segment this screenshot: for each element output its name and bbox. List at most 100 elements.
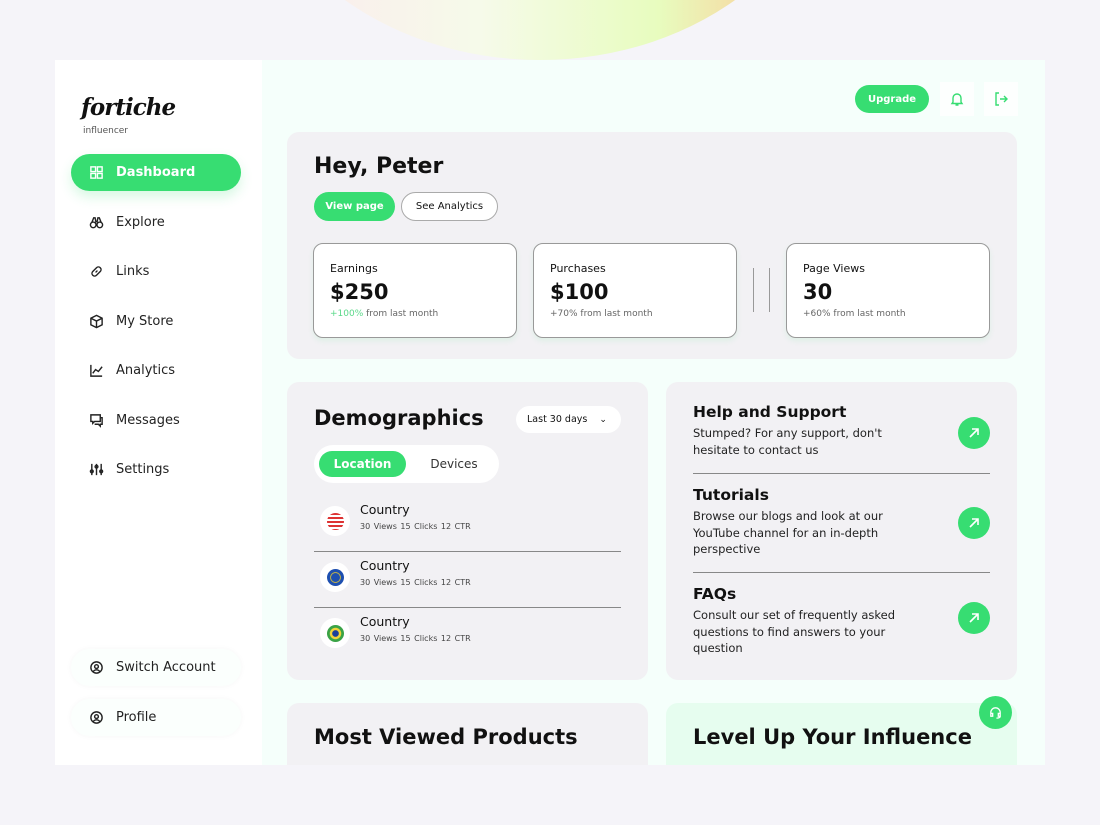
sidebar-item-dashboard[interactable]: Dashboard (71, 154, 241, 191)
faqs-item: FAQs Consult our set of frequently asked … (693, 585, 990, 657)
sidebar-item-label: Analytics (116, 363, 176, 378)
logo-tagline: influencer (83, 126, 129, 136)
date-range-dropdown[interactable]: Last 30 days ⌄ (516, 406, 621, 433)
switch-account-icon (90, 661, 103, 674)
date-range-value: Last 30 days (527, 414, 588, 425)
arrow-up-right-icon (969, 518, 979, 528)
stat-suffix: from last month (830, 309, 906, 319)
chevron-down-icon: ⌄ (599, 414, 607, 425)
arrow-up-right-icon (969, 613, 979, 623)
eu-flag-icon (320, 562, 350, 592)
demographics-card: Demographics Last 30 days ⌄ Location Devi… (287, 382, 648, 680)
app-window: fortiche influencer Dashboard Explore Li… (55, 60, 1045, 765)
country-stats: 30 Views 15 Clicks 12 CTR (360, 578, 471, 587)
stat-label: Purchases (550, 262, 606, 275)
country-name: Country (360, 614, 410, 629)
most-viewed-products-card: Most Viewed Products (287, 703, 648, 765)
box-icon (90, 314, 103, 329)
view-page-button[interactable]: View page (314, 192, 395, 221)
sidebar-item-analytics[interactable]: Analytics (71, 352, 241, 389)
stat-value: $250 (330, 280, 389, 304)
sidebar-item-explore[interactable]: Explore (71, 204, 241, 241)
see-analytics-button[interactable]: See Analytics (401, 192, 498, 221)
sidebar-item-label: Explore (116, 215, 165, 230)
divider (753, 268, 754, 312)
sidebar-item-messages[interactable]: Messages (71, 402, 241, 439)
logout-icon (995, 92, 1008, 106)
sidebar-item-my-store[interactable]: My Store (71, 303, 241, 340)
page-views-stat-card: Page Views 30 +60% from last month (786, 243, 990, 338)
earnings-stat-card: Earnings $250 +100% from last month (313, 243, 517, 338)
us-flag-icon (320, 506, 350, 536)
logo: fortiche (81, 94, 176, 121)
sidebar-item-label: Dashboard (116, 165, 196, 180)
bell-icon (950, 93, 964, 106)
help-arrow-button[interactable] (958, 417, 990, 449)
level-up-card: Level Up Your Influence (666, 703, 1017, 765)
support-card: Help and Support Stumped? For any support… (666, 382, 1017, 680)
divider (693, 572, 990, 573)
country-name: Country (360, 502, 410, 517)
stat-change: +60% (803, 309, 831, 319)
purchases-stat-card: Purchases $100 +70% from last month (533, 243, 737, 338)
stat-label: Earnings (330, 262, 378, 275)
support-title: FAQs (693, 585, 737, 603)
list-item: Country 30 Views 15 Clicks 12 CTR (314, 496, 621, 552)
sidebar-item-label: My Store (116, 314, 174, 329)
stat-suffix: from last month (577, 309, 653, 319)
support-title: Help and Support (693, 403, 847, 421)
demographics-tabs: Location Devices (314, 445, 499, 483)
stat-suffix: from last month (363, 309, 439, 319)
chart-icon (90, 364, 103, 377)
sidebar-item-settings[interactable]: Settings (71, 451, 241, 488)
list-item: Country 30 Views 15 Clicks 12 CTR (314, 552, 621, 608)
demographics-title: Demographics (314, 406, 484, 430)
list-item: Country 30 Views 15 Clicks 12 CTR (314, 608, 621, 664)
stat-change: +70% (550, 309, 578, 319)
stat-change: +100% (330, 309, 364, 319)
help-and-support-item: Help and Support Stumped? For any support… (693, 403, 990, 458)
divider (769, 268, 770, 312)
support-chat-button[interactable] (979, 696, 1012, 729)
tab-devices[interactable]: Devices (430, 457, 478, 471)
country-stats: 30 Views 15 Clicks 12 CTR (360, 634, 471, 643)
stat-label: Page Views (803, 262, 865, 275)
logout-button[interactable] (984, 82, 1018, 116)
support-text: Consult our set of frequently asked ques… (693, 608, 896, 655)
greeting: Hey, Peter (314, 154, 444, 179)
support-title: Tutorials (693, 486, 769, 504)
brazil-flag-icon (320, 618, 350, 648)
support-text: Browse our blogs and look at our YouTube… (693, 509, 883, 556)
tab-location[interactable]: Location (319, 451, 406, 477)
profile-icon (90, 711, 103, 724)
grid-icon (90, 166, 103, 179)
switch-account-button[interactable]: Switch Account (71, 649, 241, 686)
headset-icon (990, 707, 1001, 719)
stat-value: $100 (550, 280, 609, 304)
sliders-icon (89, 463, 104, 476)
sidebar-item-label: Switch Account (116, 660, 216, 675)
upgrade-button[interactable]: Upgrade (855, 85, 929, 113)
sidebar: fortiche influencer Dashboard Explore Li… (55, 60, 262, 765)
country-name: Country (360, 558, 410, 573)
notifications-button[interactable] (940, 82, 974, 116)
products-title: Most Viewed Products (314, 725, 578, 749)
tutorials-item: Tutorials Browse our blogs and look at ou… (693, 486, 990, 558)
messages-icon (90, 414, 103, 428)
sidebar-item-label: Links (116, 264, 150, 279)
welcome-card: Hey, Peter View page See Analytics Earni… (287, 132, 1017, 359)
decorative-gradient-blob (245, 0, 835, 60)
tutorials-arrow-button[interactable] (958, 507, 990, 539)
profile-button[interactable]: Profile (71, 699, 241, 736)
arrow-up-right-icon (969, 428, 979, 438)
sidebar-item-links[interactable]: Links (71, 253, 241, 290)
stat-value: 30 (803, 280, 833, 304)
link-icon (91, 266, 102, 277)
sidebar-item-label: Settings (116, 462, 170, 477)
faqs-arrow-button[interactable] (958, 602, 990, 634)
binoculars-icon (89, 217, 104, 229)
divider (693, 473, 990, 474)
support-text: Stumped? For any support, don't hesitate… (693, 426, 882, 457)
sidebar-item-label: Messages (116, 413, 180, 428)
country-stats: 30 Views 15 Clicks 12 CTR (360, 522, 471, 531)
